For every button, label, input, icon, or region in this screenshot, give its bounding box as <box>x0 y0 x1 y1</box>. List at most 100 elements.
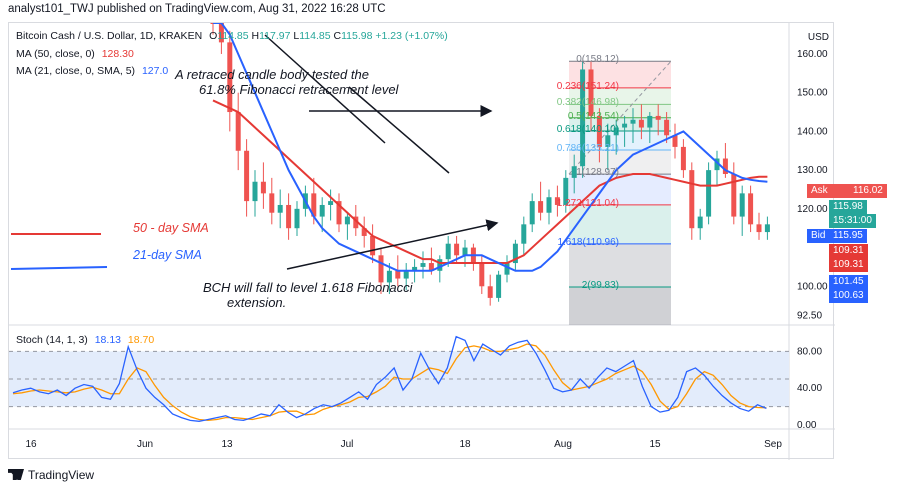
moving-averages <box>10 23 768 272</box>
stoch-tick: 40.00 <box>797 383 822 394</box>
price-tick: 92.50 <box>797 310 822 321</box>
fibonacci-retracement <box>568 60 672 325</box>
candle-body <box>613 127 619 136</box>
bid-value: 115.95 <box>829 229 867 243</box>
candle-body <box>580 69 586 167</box>
candle-body <box>437 259 443 271</box>
candle-body <box>487 286 493 298</box>
candle-body <box>269 193 275 213</box>
candle-body <box>252 181 258 202</box>
stoch-d-line <box>12 343 767 422</box>
fib-zone-bottom <box>569 286 671 325</box>
ma50-line <box>212 99 768 265</box>
ma21-tag-2: 100.63 <box>829 289 868 303</box>
ma50-value: 128.30 <box>101 48 134 60</box>
candle-body <box>504 263 510 275</box>
symbol-name: Bitcoin Cash / U.S. Dollar, 1D, KRAKEN <box>16 30 203 42</box>
price-axis-ticks: 160.00 150.00 140.00 130.00 120.00 100.00 92.5… <box>797 49 828 431</box>
candle-body <box>311 193 317 217</box>
annotation-retrace-line2: 61.8% Fibonacci retracement level <box>199 82 399 97</box>
fib-trend-line <box>568 60 672 175</box>
candle-body <box>764 224 770 233</box>
ma50-label: MA (50, close, 0) <box>16 48 95 60</box>
stoch-tick: 80.00 <box>797 346 822 357</box>
time-tick: Sep <box>764 439 782 450</box>
annotation-sma50: 50 - day SMA <box>133 221 209 235</box>
candle-body <box>294 208 300 229</box>
candle-body <box>680 146 686 171</box>
fib-label: 1.618(110.96) <box>557 236 619 248</box>
fib-label: 0(158.12) <box>576 54 619 66</box>
annotation-fall: BCH will fall to level 1.618 Fibonacci e… <box>203 280 413 310</box>
chart-canvas[interactable]: 160.00150.00140.00130.00120.00100.0092.5… <box>9 23 835 460</box>
price-tick: 120.00 <box>797 204 828 215</box>
legend-ma21[interactable]: MA (21, close, 0, SMA, 5) 127.0 <box>16 65 168 77</box>
candle-body <box>235 112 241 151</box>
candle-body <box>706 170 712 217</box>
ohlc-change: +1.23 (+1.07%) <box>375 30 448 42</box>
ohlc-low-label: L <box>293 30 300 42</box>
candle-body <box>521 224 527 244</box>
stoch-label: Stoch (14, 1, 3) <box>16 334 88 346</box>
fall-arrow <box>286 219 499 270</box>
candle-body <box>395 270 401 279</box>
candle-body <box>630 119 636 124</box>
candle-body <box>412 266 418 271</box>
fib-label: 1.272(121.04) <box>556 197 619 209</box>
candle-body <box>664 119 670 136</box>
annotation-retrace-line1: A retraced candle body tested the <box>175 67 369 82</box>
stoch-legend[interactable]: Stoch (14, 1, 3) 18.13 18.70 <box>16 334 154 346</box>
chart-frame[interactable]: 160.00 150.00 140.00 130.00 120.00 100.00 92.5… <box>8 22 887 460</box>
time-tick: 16 <box>25 439 37 450</box>
ohlc-open-label: O <box>209 30 218 42</box>
ma50-tag: 109.31 <box>829 244 868 258</box>
fib-zone <box>569 87 671 105</box>
last-price: 115.98 <box>829 200 867 214</box>
candle-body <box>529 201 535 225</box>
candle-body <box>605 135 611 147</box>
ask-value: 116.02 <box>849 184 887 198</box>
candle-body <box>622 123 628 128</box>
legend-ma50[interactable]: MA (50, close, 0) 128.30 <box>16 48 134 60</box>
ma50-tag-2: 109.31 <box>829 258 868 272</box>
bid-label: Bid <box>811 230 826 241</box>
candle-body <box>260 181 266 194</box>
annotation-arrows <box>264 34 499 270</box>
price-tick: 130.00 <box>797 165 828 176</box>
price-tick: 150.00 <box>797 88 828 99</box>
ask-label: Ask <box>811 185 828 196</box>
fib-label: 0.236(151.24) <box>556 80 619 92</box>
candle-body <box>647 115 653 128</box>
fib-zone <box>569 243 671 287</box>
fib-label: 0.786(135.21) <box>556 142 619 154</box>
candle-body <box>748 193 754 225</box>
bar-countdown: 15:31:00 <box>829 214 876 228</box>
stoch-lines <box>12 335 767 422</box>
ohlc-high: 117.97 <box>259 30 291 42</box>
candle-body <box>655 115 661 120</box>
stoch-k-line <box>12 335 767 422</box>
currency-label: USD <box>807 32 829 43</box>
price-tick: 160.00 <box>797 49 828 60</box>
candle-body <box>227 42 233 113</box>
ohlc-high-label: H <box>251 30 260 42</box>
candle-body <box>378 255 384 283</box>
fib-zone <box>569 104 671 118</box>
time-tick: Jun <box>137 439 153 450</box>
ask-tag: Ask <box>807 184 859 198</box>
time-tick: 13 <box>221 439 233 450</box>
stoch-d-value: 18.70 <box>127 334 155 346</box>
candle-body <box>739 193 745 217</box>
fib-label: 2(99.83) <box>581 279 619 291</box>
fib-label: 0.618(140.10) <box>556 124 619 136</box>
candle-body <box>496 274 502 298</box>
candle-body <box>403 270 409 279</box>
candle-body <box>756 224 762 233</box>
stoch-tick: 0.00 <box>797 420 817 431</box>
sma21-legend-line <box>10 266 108 270</box>
tradingview-logo[interactable]: TradingView <box>8 468 94 482</box>
retrace-line <box>348 86 450 174</box>
candle-body <box>328 201 334 205</box>
candle-body <box>277 204 283 213</box>
ohlc-close-label: C <box>333 30 342 42</box>
